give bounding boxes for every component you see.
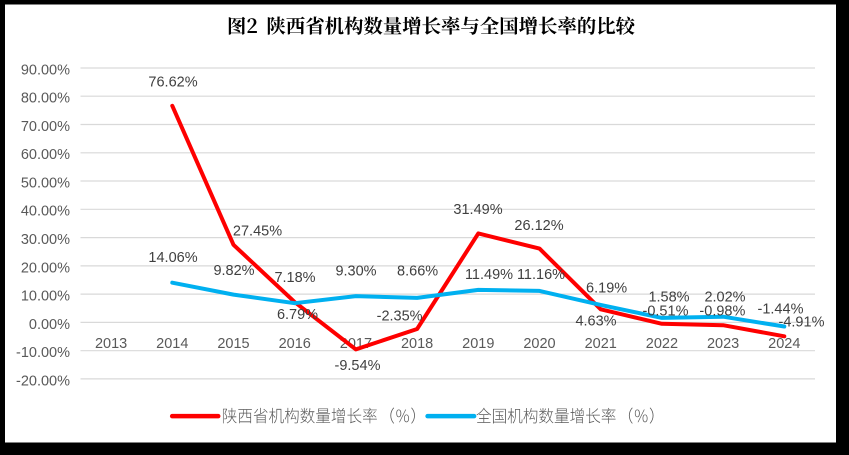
- svg-text:-1.44%: -1.44%: [758, 301, 804, 317]
- svg-text:1.58%: 1.58%: [648, 289, 689, 305]
- svg-text:2024: 2024: [768, 336, 800, 352]
- svg-text:6.79%: 6.79%: [277, 307, 318, 323]
- svg-text:27.45%: 27.45%: [233, 223, 282, 239]
- svg-text:9.82%: 9.82%: [213, 263, 254, 279]
- svg-text:31.49%: 31.49%: [453, 202, 502, 218]
- svg-text:-0.51%: -0.51%: [643, 303, 689, 319]
- svg-text:-4.91%: -4.91%: [779, 314, 825, 330]
- svg-text:70.00%: 70.00%: [21, 119, 70, 135]
- svg-text:60.00%: 60.00%: [21, 147, 70, 163]
- svg-text:90.00%: 90.00%: [21, 62, 70, 78]
- svg-text:9.30%: 9.30%: [335, 263, 376, 279]
- svg-text:2021: 2021: [585, 336, 617, 352]
- svg-text:-9.54%: -9.54%: [335, 358, 381, 374]
- svg-text:0.00%: 0.00%: [29, 317, 70, 333]
- svg-text:-2.35%: -2.35%: [377, 309, 423, 325]
- svg-text:10.00%: 10.00%: [21, 289, 70, 305]
- svg-text:30.00%: 30.00%: [21, 232, 70, 248]
- svg-text:7.18%: 7.18%: [274, 270, 315, 286]
- svg-text:80.00%: 80.00%: [21, 91, 70, 107]
- svg-text:8.66%: 8.66%: [397, 263, 438, 279]
- svg-text:40.00%: 40.00%: [21, 204, 70, 220]
- svg-text:2013: 2013: [95, 336, 127, 352]
- svg-text:20.00%: 20.00%: [21, 260, 70, 276]
- svg-text:-10.00%: -10.00%: [16, 345, 70, 361]
- svg-text:14.06%: 14.06%: [148, 250, 197, 266]
- svg-text:26.12%: 26.12%: [514, 218, 563, 234]
- svg-text:-0.98%: -0.98%: [699, 303, 745, 319]
- svg-text:-20.00%: -20.00%: [16, 373, 70, 389]
- svg-text:50.00%: 50.00%: [21, 175, 70, 191]
- svg-text:76.62%: 76.62%: [148, 74, 197, 90]
- svg-text:2.02%: 2.02%: [704, 289, 745, 305]
- svg-text:2016: 2016: [279, 336, 311, 352]
- svg-text:6.19%: 6.19%: [586, 280, 627, 296]
- svg-text:2020: 2020: [523, 336, 555, 352]
- svg-text:2018: 2018: [401, 336, 433, 352]
- svg-text:11.49%: 11.49%: [465, 267, 513, 283]
- svg-text:11.16%: 11.16%: [517, 267, 565, 283]
- svg-text:2014: 2014: [156, 336, 188, 352]
- svg-text:2019: 2019: [462, 336, 494, 352]
- svg-text:2022: 2022: [646, 336, 678, 352]
- svg-text:4.63%: 4.63%: [575, 313, 616, 329]
- svg-text:2015: 2015: [217, 336, 249, 352]
- svg-text:2023: 2023: [707, 336, 739, 352]
